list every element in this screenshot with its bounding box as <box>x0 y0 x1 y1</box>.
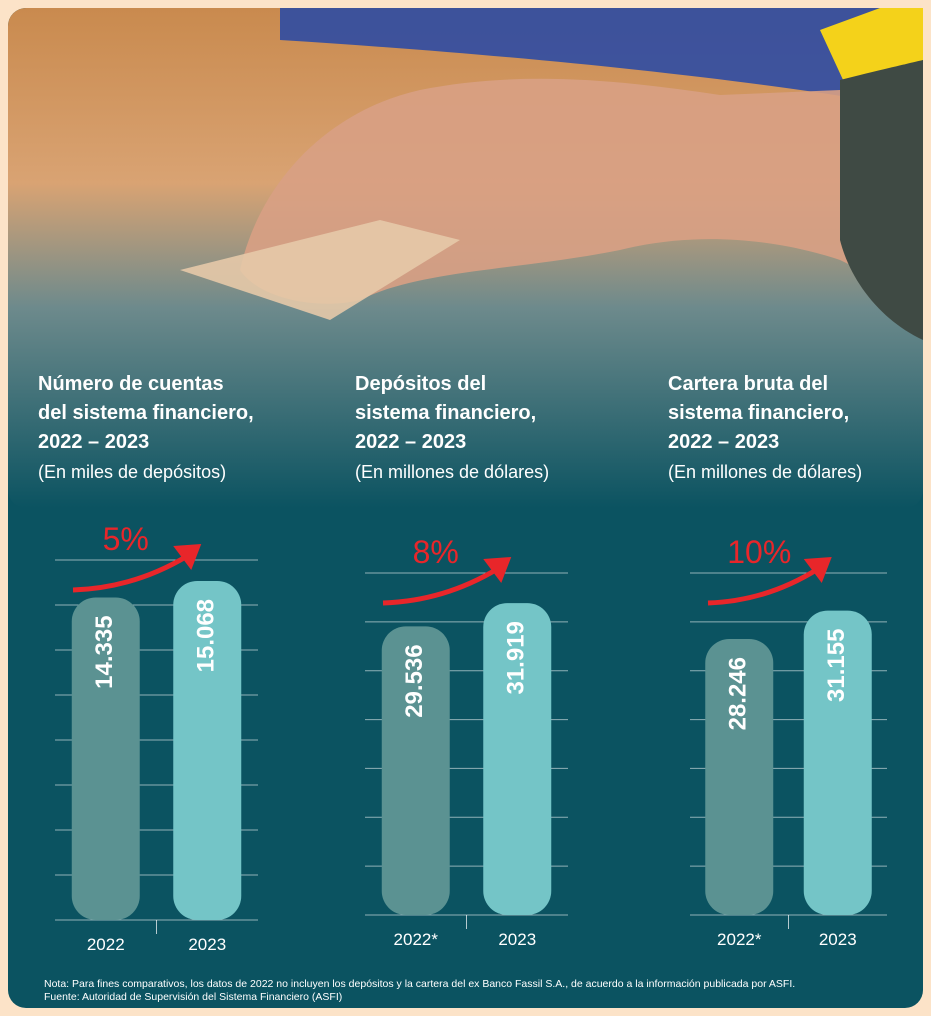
footer-source: Fuente: Autoridad de Supervisión del Sis… <box>44 991 342 1003</box>
bar <box>173 580 242 920</box>
chart-subtitle: (En miles de depósitos) <box>38 462 226 482</box>
value-label: 28.246 <box>725 657 752 730</box>
chart-title: Depósitos del <box>355 373 486 395</box>
chart-subtitle: (En millones de dólares) <box>355 462 549 482</box>
growth-arrow <box>72 553 189 593</box>
x-tick-label: 2023 <box>188 935 226 954</box>
bar <box>483 603 552 915</box>
growth-arrow <box>382 566 499 606</box>
value-label: 29.536 <box>401 644 428 717</box>
photo-sleeve <box>840 60 923 340</box>
photo-money <box>180 220 460 320</box>
growth-annotation: 5% <box>103 521 149 557</box>
chart-title: sistema financiero, <box>355 402 536 424</box>
bar <box>381 626 450 915</box>
value-label: 14.335 <box>91 615 118 688</box>
x-tick-label: 2022 <box>87 935 125 954</box>
chart-title: 2022 – 2023 <box>668 431 779 453</box>
x-tick-label: 2023 <box>498 930 536 949</box>
chart-title: sistema financiero, <box>668 402 849 424</box>
footer-note: Nota: Para fines comparativos, los datos… <box>44 978 795 990</box>
value-label: 15.068 <box>193 599 220 672</box>
chart-subtitle: (En millones de dólares) <box>668 462 862 482</box>
chart-title: 2022 – 2023 <box>355 431 466 453</box>
value-label: 31.919 <box>503 621 530 694</box>
x-tick-label: 2023 <box>819 930 857 949</box>
chart-title: 2022 – 2023 <box>38 431 149 453</box>
chart-title: del sistema financiero, <box>38 402 254 424</box>
x-tick-label: 2022* <box>394 930 439 949</box>
bar <box>71 597 140 920</box>
chart-title: Cartera bruta del <box>668 373 828 395</box>
chart-title: Número de cuentas <box>38 373 224 395</box>
growth-annotation: 8% <box>413 534 459 570</box>
photo-banner <box>280 8 923 110</box>
bar <box>803 610 872 915</box>
growth-arrowhead <box>803 557 832 583</box>
growth-arrowhead <box>483 557 512 583</box>
growth-arrow <box>707 566 820 606</box>
x-tick-label: 2022* <box>717 930 762 949</box>
growth-arrowhead <box>173 544 202 570</box>
growth-annotation: 10% <box>727 534 791 570</box>
value-label: 31.155 <box>823 629 850 702</box>
bar <box>705 638 774 915</box>
